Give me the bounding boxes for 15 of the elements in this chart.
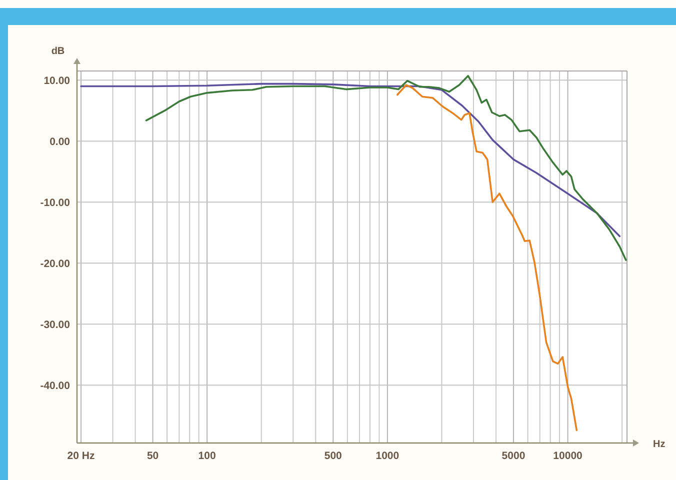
x-axis-title: Hz xyxy=(653,439,666,450)
x-tick-label: 10000 xyxy=(553,450,583,462)
y-tick-label: -30.00 xyxy=(40,319,70,332)
y-tick-label: 10.00 xyxy=(44,75,70,88)
x-tick-label: 5000 xyxy=(502,450,526,462)
y-tick-label: -40.00 xyxy=(40,380,70,392)
y-tick-label: -20.00 xyxy=(40,258,70,270)
x-tick-label: 50 xyxy=(146,450,159,462)
x-tick-label: 1000 xyxy=(376,450,400,462)
x-tick-label: 100 xyxy=(198,450,216,462)
x-tick-label: 20 Hz xyxy=(67,450,95,462)
y-tick-label: -10.00 xyxy=(40,197,70,210)
y-axis-title: dB xyxy=(51,46,65,57)
x-tick-label: 500 xyxy=(324,450,342,462)
y-tick-label: 0.00 xyxy=(50,136,70,148)
